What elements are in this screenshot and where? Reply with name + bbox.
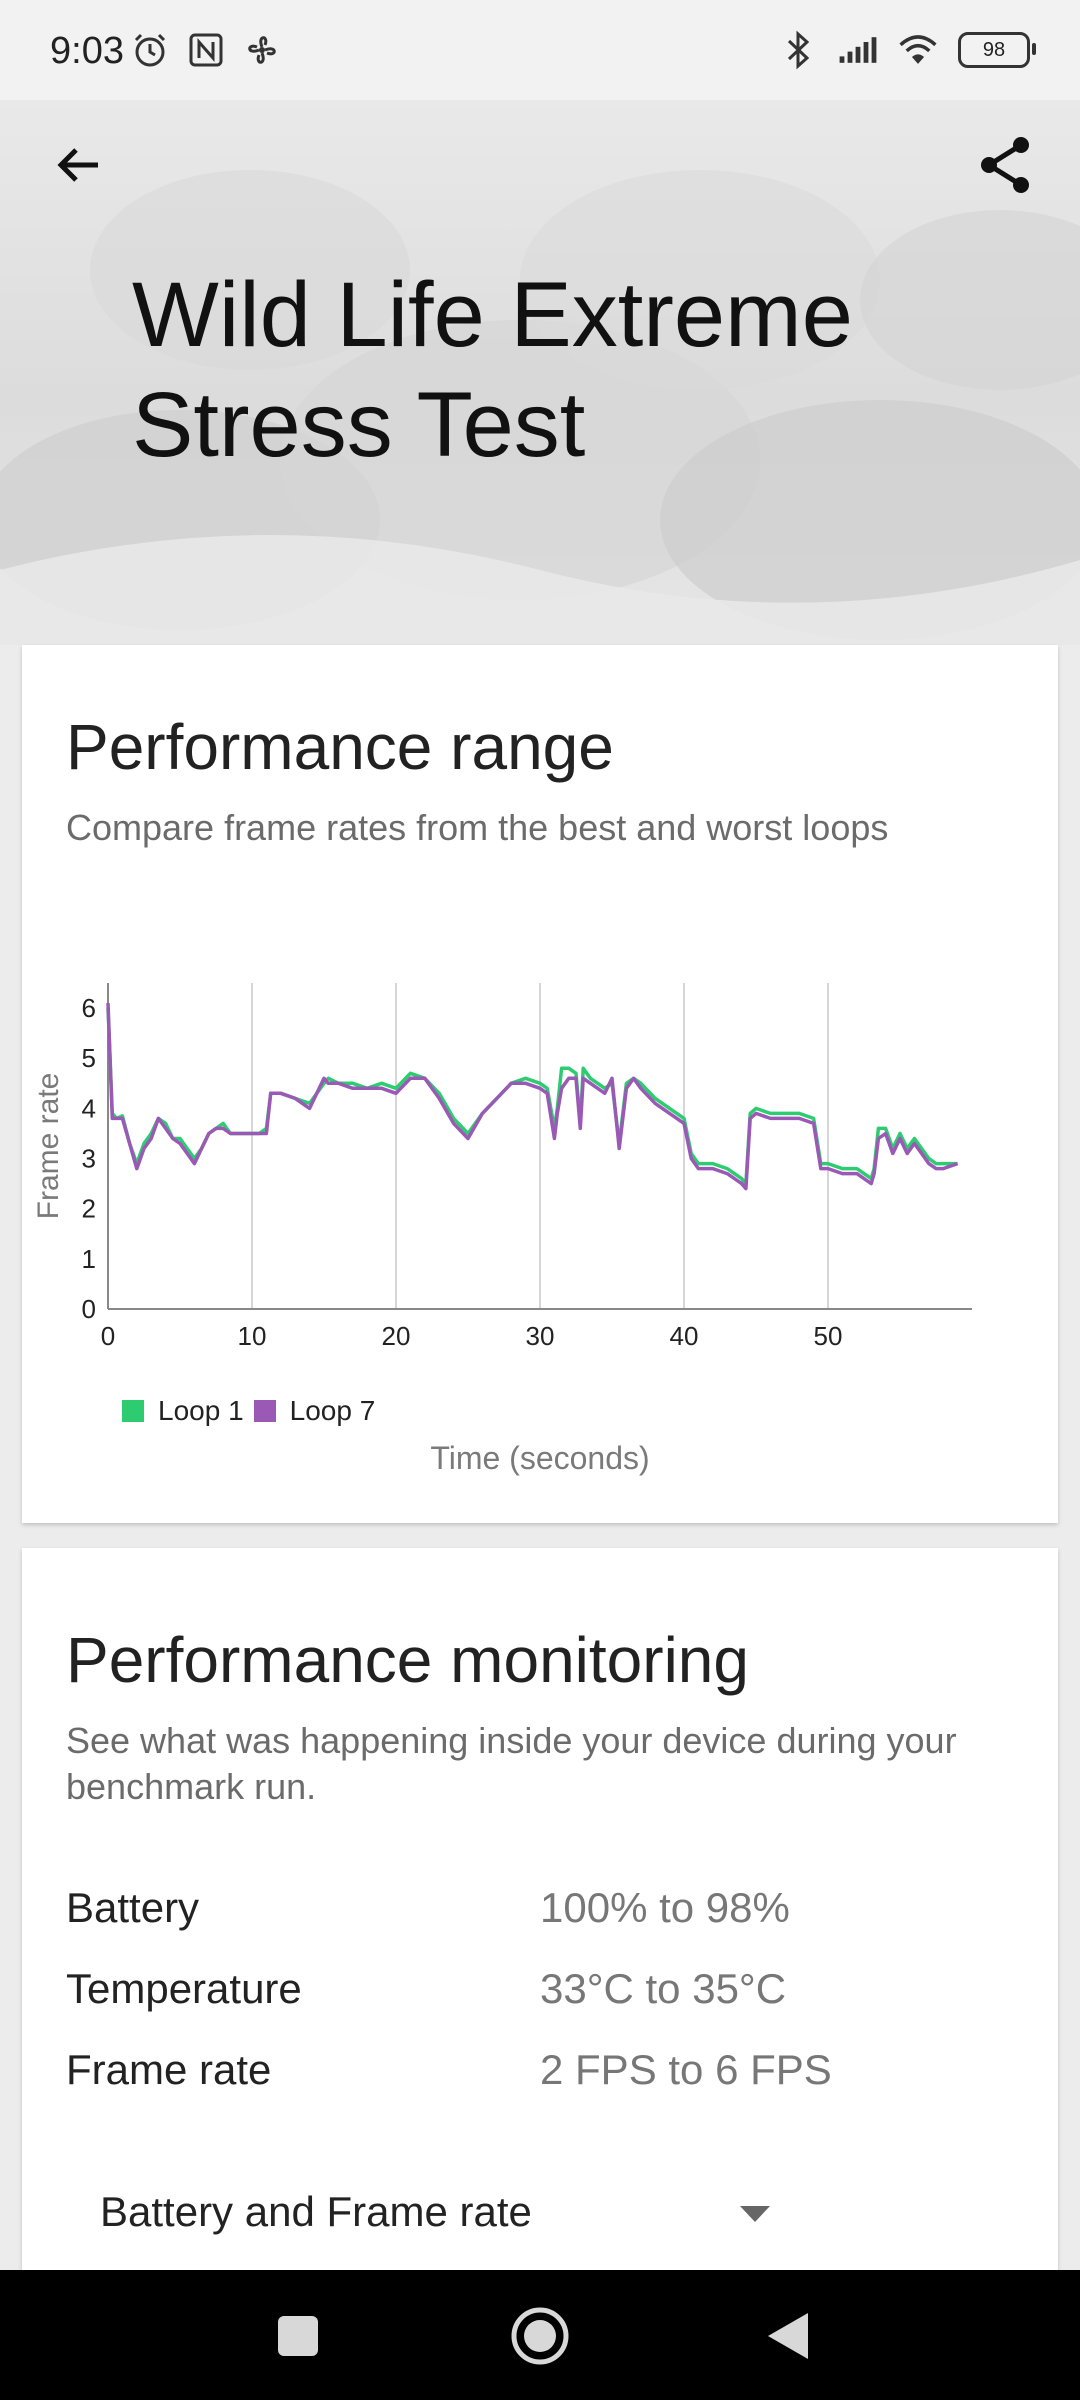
share-icon <box>981 137 1029 193</box>
metric-label: Temperature <box>66 1965 302 2012</box>
bluetooth-icon <box>778 30 818 70</box>
home-button[interactable] <box>510 2306 570 2366</box>
chart-legend: Loop 1 Loop 7 <box>122 1395 385 1427</box>
chart-y-axis-label: Frame rate <box>32 1073 65 1220</box>
x-tick-label: 30 <box>526 1321 555 1351</box>
x-tick-label: 40 <box>670 1321 699 1351</box>
performance-monitoring-card: Performance monitoring See what was happ… <box>22 1548 1058 2400</box>
back-button[interactable] <box>44 130 114 200</box>
x-tick-label: 20 <box>382 1321 411 1351</box>
nfc-icon <box>186 30 226 70</box>
metric-label: Frame rate <box>66 2046 272 2093</box>
metric-value: 100% to 98% <box>540 1884 790 1931</box>
battery-icon: 98 <box>958 32 1036 68</box>
series-line-loop-7 <box>106 1003 959 1191</box>
status-icons-left <box>130 30 282 70</box>
x-tick-label: 0 <box>101 1321 115 1351</box>
performance-range-card: Performance range Compare frame rates fr… <box>22 645 1058 1523</box>
metric-row-frame-rate: Frame rate 2 FPS to 6 FPS <box>66 2046 1016 2106</box>
y-tick-label: 0 <box>82 1294 96 1324</box>
chart-metric-dropdown[interactable]: Battery and Frame rate <box>100 2178 800 2258</box>
performance-monitoring-subtitle: See what was happening inside your devic… <box>66 1720 957 1807</box>
recent-apps-icon <box>278 2316 318 2356</box>
metric-row-battery: Battery 100% to 98% <box>66 1884 1016 1944</box>
legend-item-loop-7[interactable]: Loop 7 <box>253 1395 376 1427</box>
legend-label-loop-1: Loop 1 <box>158 1395 244 1426</box>
metric-value: 2 FPS to 6 FPS <box>540 2046 832 2093</box>
performance-range-subtitle: Compare frame rates from the best and wo… <box>66 807 889 848</box>
status-time: 9:03 <box>50 30 124 72</box>
nav-back-button[interactable] <box>758 2306 818 2366</box>
share-button[interactable] <box>970 130 1040 200</box>
x-tick-label: 10 <box>238 1321 267 1351</box>
dropdown-selected-value: Battery and Frame rate <box>100 2188 532 2235</box>
chevron-down-icon <box>740 2206 770 2222</box>
y-tick-label: 1 <box>82 1244 96 1274</box>
metric-row-temperature: Temperature 33°C to 35°C <box>66 1965 1016 2025</box>
metric-value: 33°C to 35°C <box>540 1965 787 2012</box>
wifi-icon <box>898 30 938 70</box>
frame-rate-chart: 0 1 2 3 4 5 6 0 10 20 30 40 50 Frame rate <box>32 983 972 1351</box>
y-tick-label: 5 <box>82 1043 96 1073</box>
legend-label-loop-7: Loop 7 <box>289 1395 376 1426</box>
legend-swatch-loop-1 <box>122 1400 144 1422</box>
metric-label: Battery <box>66 1884 200 1931</box>
signal-icon <box>838 30 878 70</box>
y-tick-label: 4 <box>82 1093 96 1123</box>
system-nav-bar <box>0 2270 1080 2400</box>
y-tick-label: 2 <box>82 1194 96 1224</box>
page-title: Wild Life Extreme Stress Test <box>132 264 853 476</box>
performance-range-title: Performance range <box>66 711 614 783</box>
status-bar: 9:03 98 <box>0 0 1080 100</box>
legend-item-loop-1[interactable]: Loop 1 <box>122 1395 244 1427</box>
hero-header: Wild Life Extreme Stress Test <box>0 100 1080 645</box>
back-icon <box>768 2313 808 2359</box>
fan-icon <box>242 30 282 70</box>
series-line-loop-1 <box>106 1008 958 1186</box>
performance-monitoring-title: Performance monitoring <box>66 1624 749 1696</box>
chart-x-axis-label: Time (seconds) <box>430 1440 650 1476</box>
y-tick-label: 6 <box>82 993 96 1023</box>
x-tick-label: 50 <box>814 1321 843 1351</box>
home-icon <box>511 2307 569 2365</box>
legend-swatch-loop-7 <box>253 1400 276 1422</box>
status-icons-right: 98 <box>778 30 1036 70</box>
hero-background-image <box>0 170 1080 645</box>
alarm-icon <box>130 30 170 70</box>
arrow-left-icon <box>57 148 98 182</box>
y-tick-label: 3 <box>82 1144 96 1174</box>
recent-apps-button[interactable] <box>268 2306 328 2366</box>
